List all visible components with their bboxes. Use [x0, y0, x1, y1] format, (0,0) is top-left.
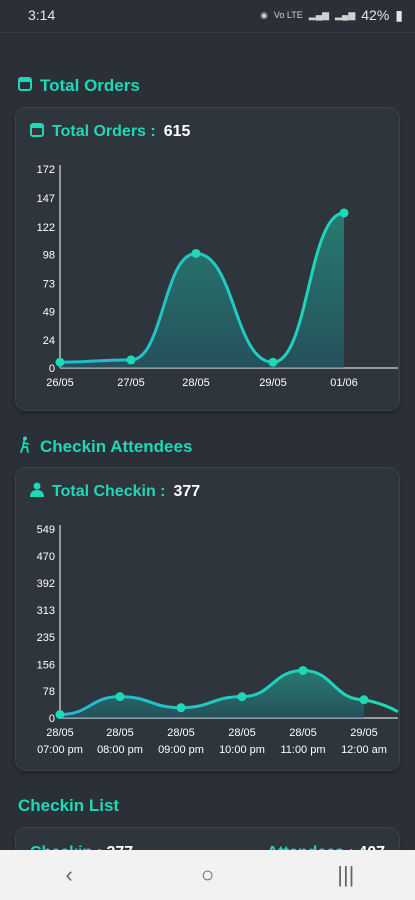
- x-tick-label: 28/05: [167, 727, 195, 739]
- list-section-title: Checkin List: [18, 796, 119, 816]
- y-tick-label: 313: [37, 605, 55, 617]
- y-tick-label: 0: [49, 713, 55, 725]
- checkin-chart: 0 78 156 235 313 392 470 549 28/05 07:00 pm 28/05 0…: [37, 524, 399, 756]
- y-tick-label: 172: [37, 164, 55, 176]
- y-tick-label: 470: [37, 551, 55, 563]
- x-tick-label: 28/05: [182, 377, 210, 389]
- header-divider: [0, 32, 415, 33]
- series-line-tail: [363, 698, 399, 714]
- battery-level: 42%: [361, 7, 390, 23]
- orders-card-header: Total Orders : 615: [30, 122, 190, 142]
- data-point[interactable]: [55, 357, 65, 367]
- x-tick-label-time: 12:00 am: [341, 744, 387, 756]
- checkin-card-header: Total Checkin : 377: [30, 482, 200, 502]
- x-tick-label: 28/05: [106, 727, 134, 739]
- data-point[interactable]: [55, 710, 65, 720]
- y-tick-label: 24: [43, 335, 55, 347]
- y-tick-label: 392: [37, 578, 55, 590]
- data-point[interactable]: [126, 355, 136, 365]
- x-tick-label: 29/05: [259, 377, 287, 389]
- hotspot-icon: ◉: [260, 9, 268, 20]
- signal-icon: ▂▄▆: [308, 9, 330, 20]
- x-tick-label: 29/05: [350, 727, 378, 739]
- series-area: [60, 670, 364, 718]
- orders-card-label: Total Orders :: [52, 123, 156, 140]
- x-tick-label-time: 07:00 pm: [37, 744, 83, 756]
- battery-icon: ▮: [395, 6, 403, 23]
- system-nav-bar: ‹ ○ |||: [0, 850, 415, 900]
- user-icon: [30, 482, 44, 502]
- orders-card-value: 615: [163, 123, 191, 140]
- signal-icon-2: ▂▄▆: [335, 9, 356, 20]
- checkin-section-title: Checkin Attendees: [18, 436, 192, 458]
- y-tick-label: 78: [43, 686, 55, 698]
- checkin-card-value: 377: [173, 483, 201, 500]
- calendar-icon: [30, 122, 44, 142]
- y-tick-label: 49: [43, 306, 55, 318]
- x-tick-label: 28/05: [46, 727, 74, 739]
- status-icons: ◉ Vo LTE ▂▄▆ ▂▄▆ 42% ▮: [260, 7, 403, 24]
- checkin-section-label: Checkin Attendees: [40, 437, 193, 456]
- data-point[interactable]: [176, 703, 186, 713]
- series-line: [59, 668, 365, 717]
- x-tick-label-time: 11:00 pm: [280, 744, 325, 756]
- x-tick-label-time: 10:00 pm: [219, 744, 265, 756]
- volte-icon: Vo LTE: [273, 10, 303, 20]
- data-point[interactable]: [268, 357, 278, 367]
- y-tick-label: 235: [37, 632, 55, 644]
- y-tick-label: 122: [37, 222, 55, 234]
- y-tick-label: 549: [37, 524, 55, 536]
- series-area: [60, 212, 344, 368]
- orders-card: Total Orders : 615 0 24 49 73 98 122 147 172 26/…: [16, 108, 399, 410]
- status-time: 3:14: [28, 7, 56, 23]
- data-point[interactable]: [115, 692, 125, 702]
- x-tick-label: 28/05: [289, 727, 317, 739]
- data-point[interactable]: [237, 692, 247, 702]
- status-bar: 3:14 ◉ Vo LTE ▂▄▆ ▂▄▆ 42% ▮: [0, 0, 415, 30]
- calendar-icon: [18, 76, 32, 96]
- y-tick-label: 98: [43, 250, 55, 262]
- back-icon[interactable]: ‹: [65, 862, 73, 887]
- list-section-label: Checkin List: [18, 796, 120, 815]
- x-tick-label-time: 08:00 pm: [97, 744, 143, 756]
- home-icon[interactable]: ○: [200, 862, 215, 887]
- data-point[interactable]: [298, 665, 308, 675]
- data-point[interactable]: [359, 695, 369, 705]
- x-tick-label: 26/05: [46, 377, 74, 389]
- x-tick-label: 28/05: [228, 727, 256, 739]
- data-point[interactable]: [339, 208, 349, 218]
- x-tick-label: 01/06: [330, 377, 358, 389]
- checkin-card: Total Checkin : 377 0 78 156 235 313 392 470 54…: [16, 468, 399, 770]
- y-tick-label: 73: [43, 279, 55, 291]
- y-tick-label: 0: [49, 363, 55, 375]
- x-tick-label: 27/05: [117, 377, 145, 389]
- y-tick-label: 147: [37, 193, 55, 205]
- orders-chart: 0 24 49 73 98 122 147 172 26/05 27/05 28/05 29/05 01…: [37, 164, 398, 389]
- x-tick-label-time: 09:00 pm: [158, 744, 204, 756]
- recents-icon[interactable]: |||: [337, 862, 355, 887]
- orders-section-title: Total Orders: [18, 76, 140, 96]
- person-walking-icon: [18, 436, 32, 458]
- data-point[interactable]: [191, 248, 201, 258]
- checkin-card-label: Total Checkin :: [52, 483, 166, 500]
- y-tick-label: 156: [37, 659, 55, 671]
- orders-section-label: Total Orders: [40, 76, 140, 95]
